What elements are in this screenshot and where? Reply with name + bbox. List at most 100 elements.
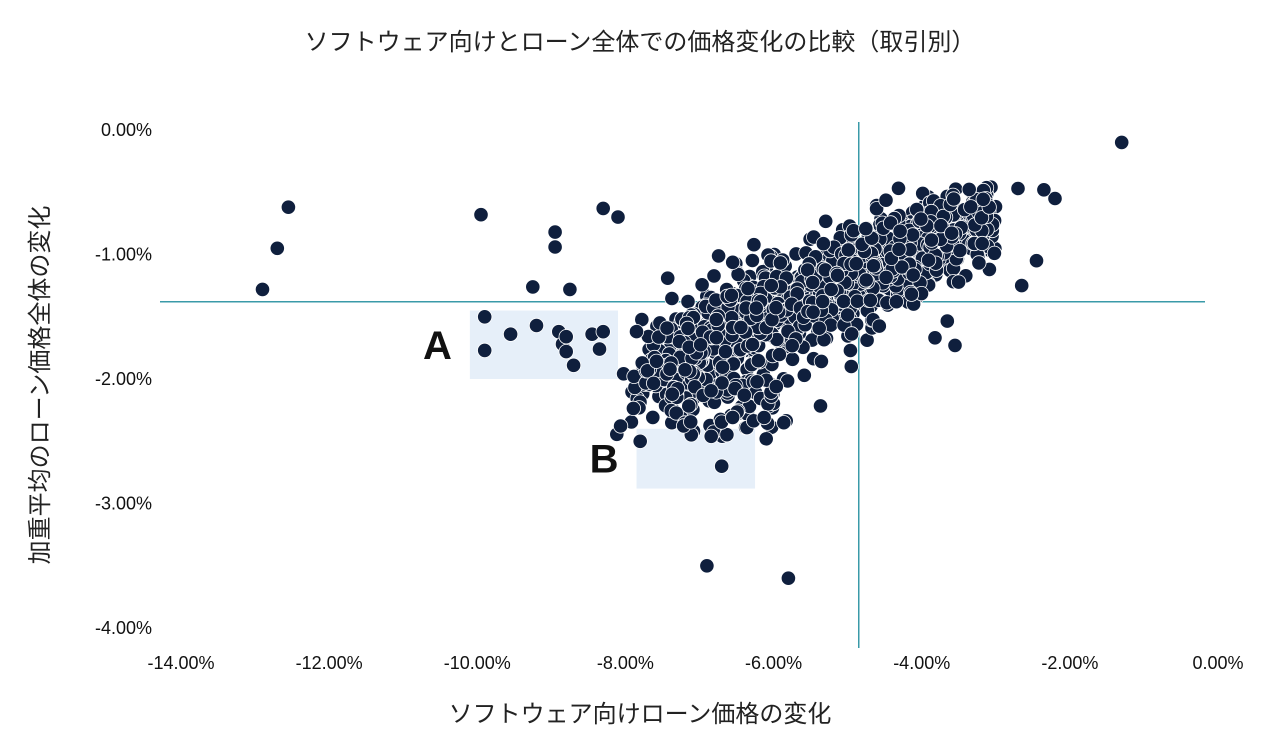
data-point [1036, 182, 1052, 198]
data-point [892, 223, 908, 239]
data-point [878, 192, 894, 208]
data-point [947, 337, 963, 353]
data-point [706, 268, 722, 284]
data-point [946, 191, 962, 207]
x-tick-label: -4.00% [893, 653, 950, 673]
data-point [547, 224, 563, 240]
data-point [865, 258, 882, 274]
x-tick-label: -14.00% [147, 653, 214, 673]
data-point [632, 433, 648, 449]
data-point [610, 209, 626, 225]
data-point [562, 281, 578, 297]
data-point [890, 180, 907, 196]
data-point [708, 330, 725, 346]
data-point [725, 409, 741, 425]
data-point [815, 236, 832, 252]
x-tick-label: -10.00% [444, 653, 511, 673]
data-point [645, 409, 661, 425]
data-point [815, 293, 831, 310]
data-point [725, 254, 741, 270]
data-point [862, 292, 879, 308]
data-point [525, 279, 541, 295]
data-point [662, 361, 678, 377]
data-point [1114, 134, 1130, 150]
data-point [776, 415, 792, 431]
data-point [784, 351, 801, 367]
data-point [813, 353, 830, 369]
data-point [871, 318, 887, 334]
data-point [772, 255, 789, 271]
data-point [660, 270, 676, 286]
y-tick-label: -1.00% [95, 245, 152, 265]
data-point [829, 267, 846, 283]
data-point [973, 210, 990, 226]
data-point [677, 362, 693, 378]
data-point [668, 405, 684, 421]
data-point [681, 398, 697, 414]
x-tick-label: -6.00% [745, 653, 802, 673]
data-point [840, 242, 856, 258]
chart-title: ソフトウェア向けとローン全体での価格変化の比較（取引別） [305, 28, 976, 56]
data-point [648, 353, 665, 369]
data-point [849, 293, 866, 309]
data-point [823, 281, 839, 298]
data-point [547, 239, 563, 255]
data-point [714, 375, 730, 391]
data-point [963, 199, 979, 215]
data-point [708, 311, 724, 328]
data-point [986, 245, 1003, 261]
data-point [748, 300, 764, 316]
data-point [714, 458, 730, 474]
data-point [746, 237, 762, 253]
region-b-label: B [590, 438, 619, 482]
data-point [625, 400, 642, 416]
x-tick-label: -12.00% [296, 653, 363, 673]
data-point [736, 387, 752, 403]
data-point [858, 221, 874, 237]
data-point [714, 359, 731, 375]
data-point [639, 363, 656, 379]
data-point [645, 375, 662, 391]
x-tick-label: -8.00% [597, 653, 654, 673]
data-point [269, 240, 285, 256]
data-point [796, 367, 812, 383]
y-tick-label: -2.00% [95, 369, 152, 389]
data-point [763, 277, 779, 294]
data-point [784, 338, 800, 354]
data-point [477, 342, 493, 358]
data-point [595, 324, 611, 340]
data-point [744, 252, 761, 269]
data-point [680, 293, 696, 310]
data-point [844, 326, 860, 342]
data-point [920, 252, 937, 268]
data-point [818, 213, 834, 229]
data-point [805, 274, 821, 291]
data-point [805, 304, 821, 320]
data-point [944, 225, 960, 241]
data-point [749, 374, 765, 390]
data-point [950, 274, 967, 290]
data-point [694, 277, 710, 293]
data-point [612, 418, 629, 434]
x-axis-ticks: -14.00% -12.00% -10.00% -8.00% -6.00% -4.00% -… [147, 653, 1243, 673]
data-point [952, 243, 968, 259]
data-point [744, 336, 761, 353]
data-point [683, 414, 699, 430]
data-point [905, 267, 921, 283]
data-point [254, 281, 271, 297]
x-tick-label: 0.00% [1192, 653, 1243, 673]
data-point [565, 357, 582, 373]
data-point [835, 293, 852, 309]
data-point [939, 313, 955, 329]
data-point [933, 218, 949, 234]
data-point [878, 269, 894, 285]
region-a-label: A [423, 324, 452, 368]
data-point [858, 272, 874, 288]
data-point [280, 199, 296, 215]
data-point [717, 344, 734, 360]
y-axis-title: 加重平均のローン価格全体の変化 [26, 206, 54, 565]
data-point [768, 300, 784, 316]
data-point [771, 346, 788, 363]
data-point [923, 232, 940, 248]
